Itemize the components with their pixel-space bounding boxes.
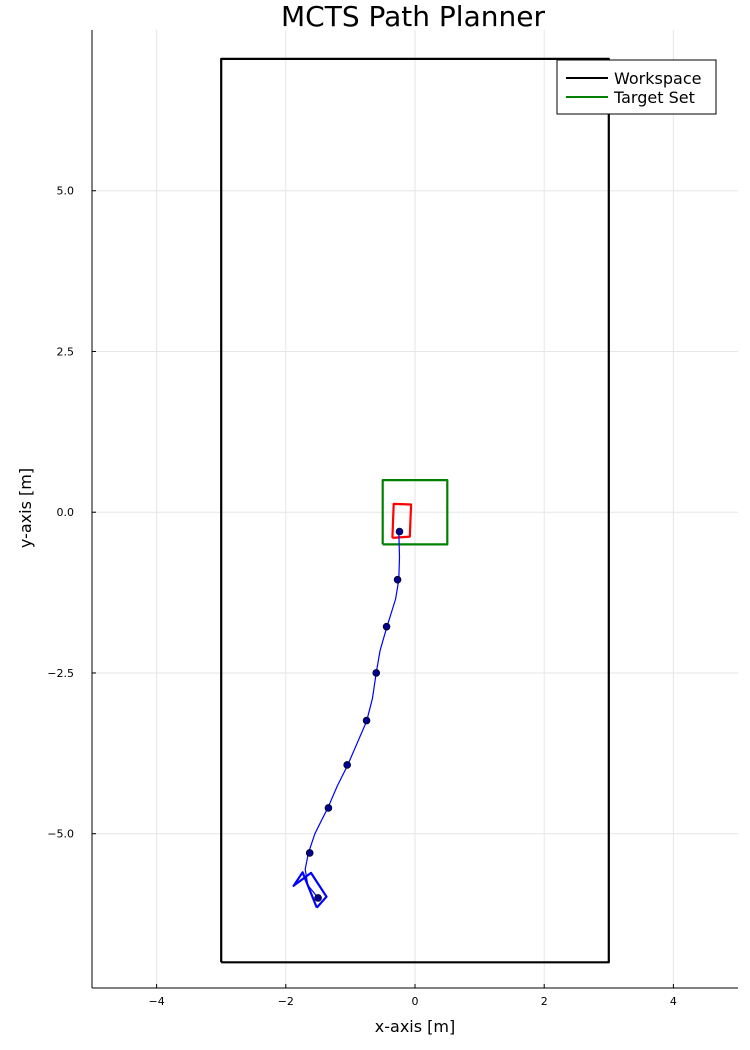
- waypoint-marker: [382, 622, 391, 631]
- y-tick-label: 0.0: [57, 506, 75, 519]
- x-tick-label: −4: [148, 995, 164, 1008]
- waypoint-marker: [393, 575, 402, 584]
- y-tick-label: −5.0: [47, 828, 74, 841]
- target-set-rect: [381, 479, 449, 546]
- y-tick-label: −2.5: [47, 667, 74, 680]
- x-tick-label: 0: [412, 995, 419, 1008]
- chart-title: MCTS Path Planner: [281, 0, 545, 33]
- waypoint-marker: [372, 669, 381, 677]
- workspace-rect: [220, 57, 610, 964]
- waypoint-marker: [324, 804, 333, 812]
- legend-label-target-set: Target Set: [613, 88, 695, 107]
- x-axis-label: x-axis [m]: [375, 1017, 455, 1036]
- legend-label-workspace: Workspace: [614, 69, 701, 88]
- x-tick-label: 2: [541, 995, 548, 1008]
- y-tick-label: 5.0: [57, 185, 75, 198]
- waypoint-marker: [343, 761, 351, 769]
- waypoint-marker: [362, 716, 371, 725]
- waypoint-marker: [305, 849, 314, 857]
- ticks: −4 −2 0 2 4 5.0 2.5 0.0 −2.5 −5.0: [47, 185, 677, 1008]
- goal-footprint-rect: [391, 502, 413, 539]
- legend-box: [556, 59, 717, 115]
- grid: [92, 30, 738, 988]
- x-tick-label: −2: [278, 995, 294, 1008]
- legend: Workspace Target Set: [556, 59, 717, 115]
- x-tick-label: 4: [670, 995, 677, 1008]
- start-footprint-rect: [292, 871, 328, 909]
- plot-area: [220, 57, 610, 964]
- waypoint-marker: [314, 894, 322, 902]
- waypoint-marker: [395, 527, 404, 536]
- y-axis-label: y-axis [m]: [16, 468, 35, 548]
- y-tick-label: 2.5: [57, 345, 75, 358]
- path-line: [304, 531, 401, 899]
